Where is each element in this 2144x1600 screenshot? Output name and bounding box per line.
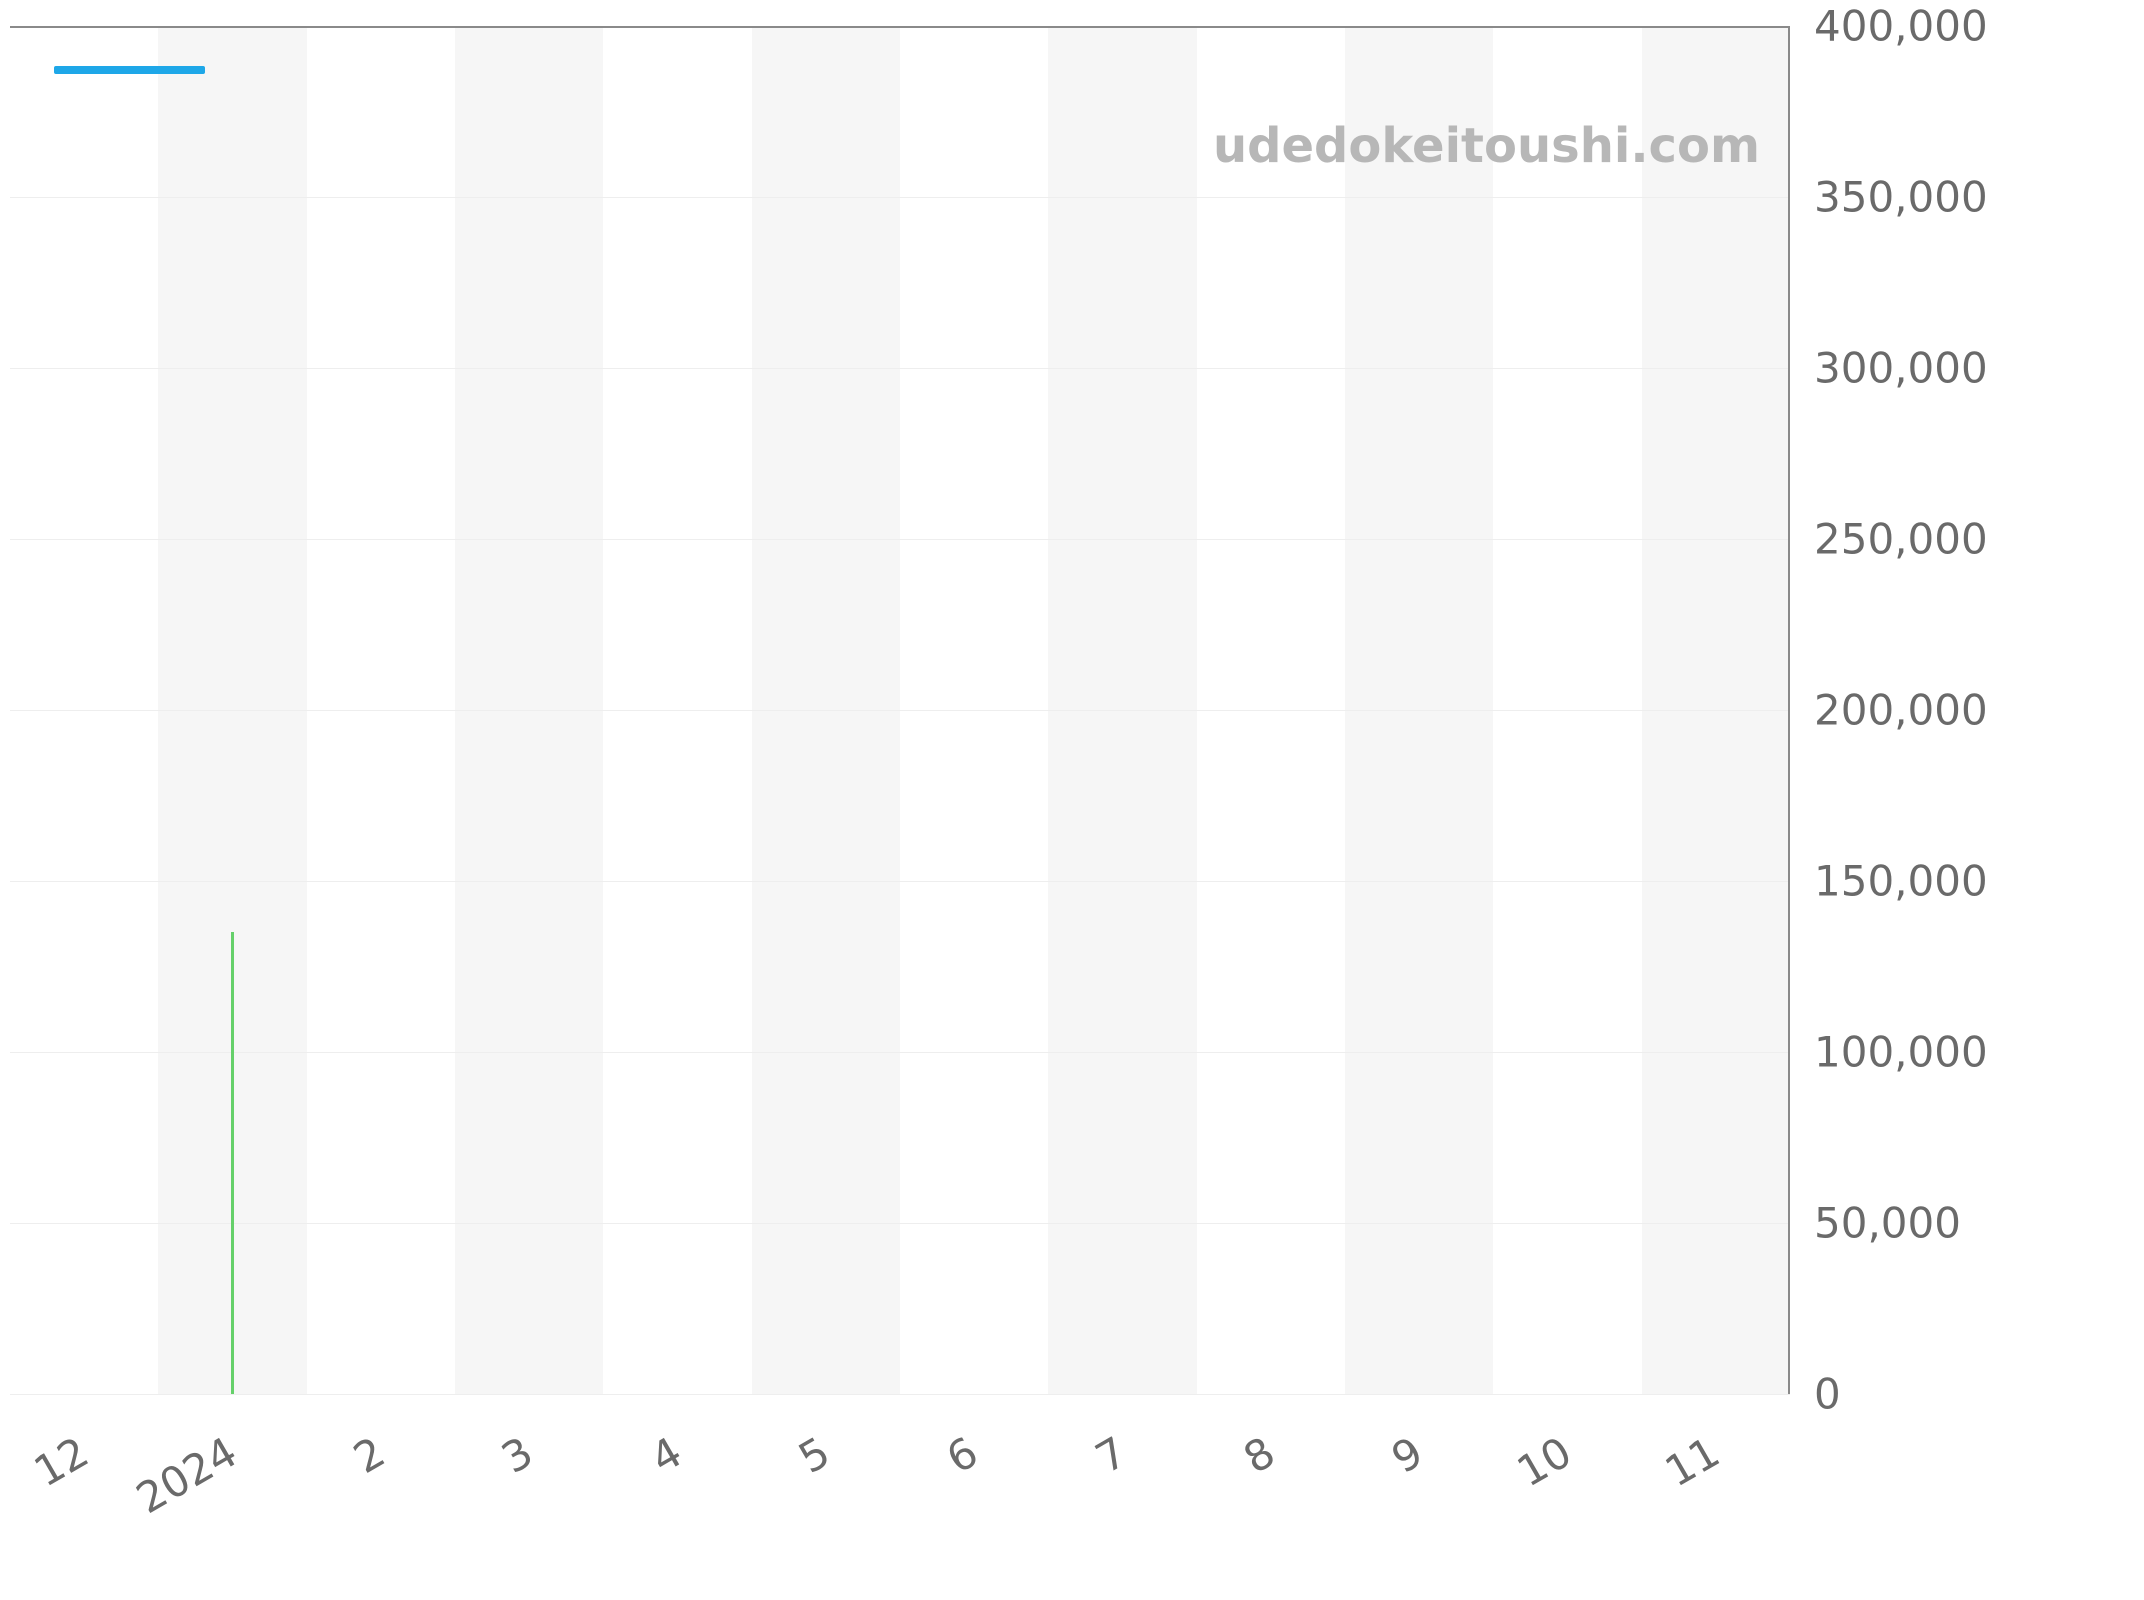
- y-tick-label: 150,000: [1814, 857, 1988, 906]
- price-chart: 0 50,000 100,000 150,000 200,000 250,000 300,0…: [0, 0, 2144, 1600]
- y-tick-label: 0: [1814, 1370, 1841, 1419]
- x-tick-label: 10: [1509, 1427, 1580, 1496]
- gridline: [10, 197, 1790, 198]
- y-tick-label: 50,000: [1814, 1199, 1961, 1248]
- volume-bar: [231, 932, 234, 1394]
- plot-area: [10, 26, 1790, 1394]
- x-tick-label: 6: [939, 1427, 987, 1483]
- x-tick-label: 4: [642, 1427, 690, 1483]
- x-tick-label: 2: [345, 1427, 393, 1483]
- x-tick-label: 2024: [128, 1427, 245, 1523]
- y-tick-label: 250,000: [1814, 515, 1988, 564]
- watermark: udedokeitoushi.com: [1213, 118, 1760, 174]
- y-tick-label: 200,000: [1814, 686, 1988, 735]
- x-tick-label: 7: [1087, 1427, 1135, 1483]
- y-tick-label: 100,000: [1814, 1028, 1988, 1077]
- gridline: [10, 881, 1790, 882]
- x-tick-label: 12: [26, 1427, 97, 1496]
- x-tick-label: 9: [1384, 1427, 1432, 1483]
- gridline: [10, 539, 1790, 540]
- y-tick-label: 350,000: [1814, 173, 1988, 222]
- x-tick-label: 3: [494, 1427, 542, 1483]
- gridline: [10, 1052, 1790, 1053]
- gridline: [10, 368, 1790, 369]
- axis-border-top: [10, 26, 1790, 28]
- gridline: [10, 1223, 1790, 1224]
- y-tick-label: 400,000: [1814, 2, 1988, 51]
- x-tick-label: 11: [1657, 1427, 1728, 1496]
- x-tick-label: 5: [790, 1427, 838, 1483]
- x-tick-label: 8: [1235, 1427, 1283, 1483]
- line-segment: [54, 66, 205, 74]
- axis-border-right: [1788, 26, 1790, 1394]
- gridline: [10, 1394, 1790, 1395]
- y-tick-label: 300,000: [1814, 344, 1988, 393]
- gridline: [10, 710, 1790, 711]
